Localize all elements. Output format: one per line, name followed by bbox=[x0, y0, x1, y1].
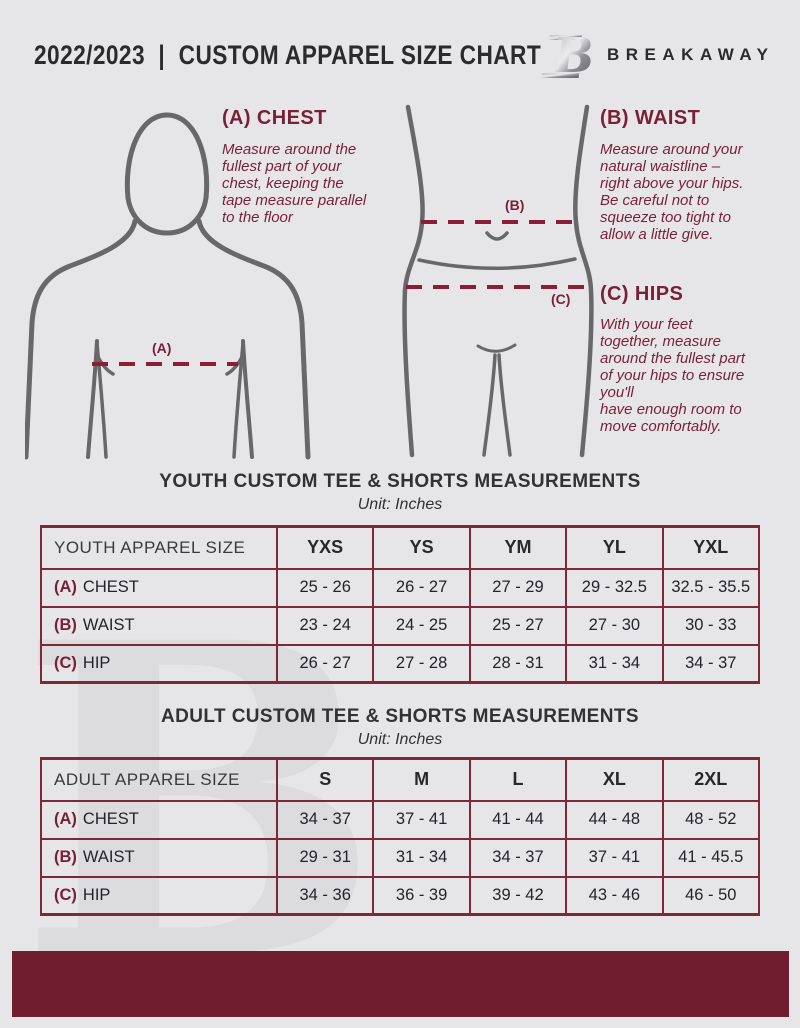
row-label: (A) CHEST bbox=[40, 567, 278, 608]
waist-line-label: (B) bbox=[505, 197, 525, 213]
row-label-text: CHEST bbox=[82, 578, 139, 596]
size-value: 34 - 37 bbox=[661, 643, 761, 684]
row-label-text: HIP bbox=[82, 653, 111, 672]
row-label-text: WAIST bbox=[82, 616, 135, 634]
column-header: 2XL bbox=[661, 757, 761, 802]
column-header: M bbox=[372, 757, 471, 802]
upper-torso-figure bbox=[25, 112, 311, 460]
adult-size-table: ADULT APPAREL SIZE S M L XL 2XL (A) CHEST… bbox=[40, 757, 761, 916]
table-row: (C) HIP 26 - 27 27 - 28 28 - 31 31 - 34 3… bbox=[40, 643, 761, 684]
size-value: 44 - 48 bbox=[565, 799, 664, 840]
breakaway-logo-icon: B bbox=[540, 26, 598, 89]
size-value: 31 - 34 bbox=[565, 643, 664, 684]
chest-line-label: (A) bbox=[152, 340, 172, 356]
row-prefix: (B) bbox=[54, 848, 77, 866]
size-value: 30 - 33 bbox=[661, 605, 761, 646]
size-value: 32.5 - 35.5 bbox=[661, 567, 761, 608]
hip-line-label: (C) bbox=[551, 291, 571, 307]
table-row: (A) CHEST 34 - 37 37 - 41 41 - 44 44 - 48… bbox=[40, 799, 761, 840]
row-prefix: (A) bbox=[54, 810, 77, 828]
footer-accent-bar bbox=[12, 951, 789, 1017]
youth-size-table: YOUTH APPAREL SIZE YXS YS YM YL YXL (A) C… bbox=[40, 525, 761, 684]
column-header: YS bbox=[372, 525, 471, 570]
size-value: 48 - 52 bbox=[661, 799, 761, 840]
size-value: 25 - 26 bbox=[275, 567, 375, 608]
row-label-text: CHEST bbox=[82, 810, 139, 828]
row-prefix: (C) bbox=[54, 653, 77, 672]
column-header: XL bbox=[565, 757, 664, 802]
hips-instructions: With your feet together, measure around … bbox=[600, 316, 746, 435]
size-value: 41 - 45.5 bbox=[661, 837, 761, 878]
size-value: 37 - 41 bbox=[372, 799, 471, 840]
size-value: 27 - 28 bbox=[372, 643, 471, 684]
table-row: (B) WAIST 29 - 31 31 - 34 34 - 37 37 - 41… bbox=[40, 837, 761, 878]
row-label: (C) HIP bbox=[40, 643, 278, 684]
chest-heading: (A) CHEST bbox=[222, 107, 327, 129]
adult-size-header: ADULT APPAREL SIZE bbox=[40, 757, 278, 802]
row-prefix: (A) bbox=[54, 578, 77, 596]
size-value: 24 - 25 bbox=[372, 605, 471, 646]
column-header: YXL bbox=[661, 525, 761, 570]
waist-heading: (B) WAIST bbox=[600, 107, 701, 129]
chest-instructions: Measure around the fullest part of your … bbox=[222, 141, 367, 226]
youth-size-header: YOUTH APPAREL SIZE bbox=[40, 525, 278, 570]
column-header: YXS bbox=[275, 525, 375, 570]
row-label: (A) CHEST bbox=[40, 799, 278, 840]
size-value: 29 - 32.5 bbox=[565, 567, 664, 608]
size-value: 26 - 27 bbox=[275, 643, 375, 684]
page-title: 2022/2023 | CUSTOM APPAREL SIZE CHART bbox=[34, 40, 542, 70]
size-value: 26 - 27 bbox=[372, 567, 471, 608]
size-value: 36 - 39 bbox=[372, 875, 471, 916]
size-value: 25 - 27 bbox=[468, 605, 568, 646]
row-label: (B) WAIST bbox=[40, 605, 278, 646]
brand-name: BREAKAWAY bbox=[607, 45, 775, 64]
row-label: (C) HIP bbox=[40, 875, 278, 916]
size-value: 31 - 34 bbox=[372, 837, 471, 878]
column-header: L bbox=[468, 757, 568, 802]
size-value: 34 - 36 bbox=[275, 875, 375, 916]
row-label-text: HIP bbox=[82, 885, 111, 904]
size-value: 34 - 37 bbox=[275, 799, 375, 840]
size-value: 43 - 46 bbox=[565, 875, 664, 916]
column-header: YM bbox=[468, 525, 568, 570]
waist-instructions: Measure around your natural waistline – … bbox=[600, 141, 744, 243]
size-value: 29 - 31 bbox=[275, 837, 375, 878]
size-value: 23 - 24 bbox=[275, 605, 375, 646]
size-value: 41 - 44 bbox=[468, 799, 568, 840]
size-value: 34 - 37 bbox=[468, 837, 568, 878]
size-value: 27 - 30 bbox=[565, 605, 664, 646]
table-row: (B) WAIST 23 - 24 24 - 25 25 - 27 27 - 30… bbox=[40, 605, 761, 646]
size-value: 27 - 29 bbox=[468, 567, 568, 608]
table-row: (C) HIP 34 - 36 36 - 39 39 - 42 43 - 46 4… bbox=[40, 875, 761, 916]
row-prefix: (C) bbox=[54, 885, 77, 904]
youth-table-title: YOUTH CUSTOM TEE & SHORTS MEASUREMENTS bbox=[159, 471, 641, 492]
row-prefix: (B) bbox=[54, 616, 77, 634]
table-row: (A) CHEST 25 - 26 26 - 27 27 - 29 29 - 32… bbox=[40, 567, 761, 608]
lower-torso-figure bbox=[402, 104, 594, 458]
size-value: 46 - 50 bbox=[661, 875, 761, 916]
row-label-text: WAIST bbox=[82, 848, 135, 866]
size-value: 28 - 31 bbox=[468, 643, 568, 684]
size-value: 37 - 41 bbox=[565, 837, 664, 878]
row-label: (B) WAIST bbox=[40, 837, 278, 878]
size-value: 39 - 42 bbox=[468, 875, 568, 916]
column-header: YL bbox=[565, 525, 664, 570]
hips-heading: (C) HIPS bbox=[600, 283, 684, 305]
adult-table-unit: Unit: Inches bbox=[357, 731, 443, 748]
adult-table-title: ADULT CUSTOM TEE & SHORTS MEASUREMENTS bbox=[161, 706, 639, 727]
youth-table-unit: Unit: Inches bbox=[357, 496, 443, 513]
column-header: S bbox=[275, 757, 375, 802]
